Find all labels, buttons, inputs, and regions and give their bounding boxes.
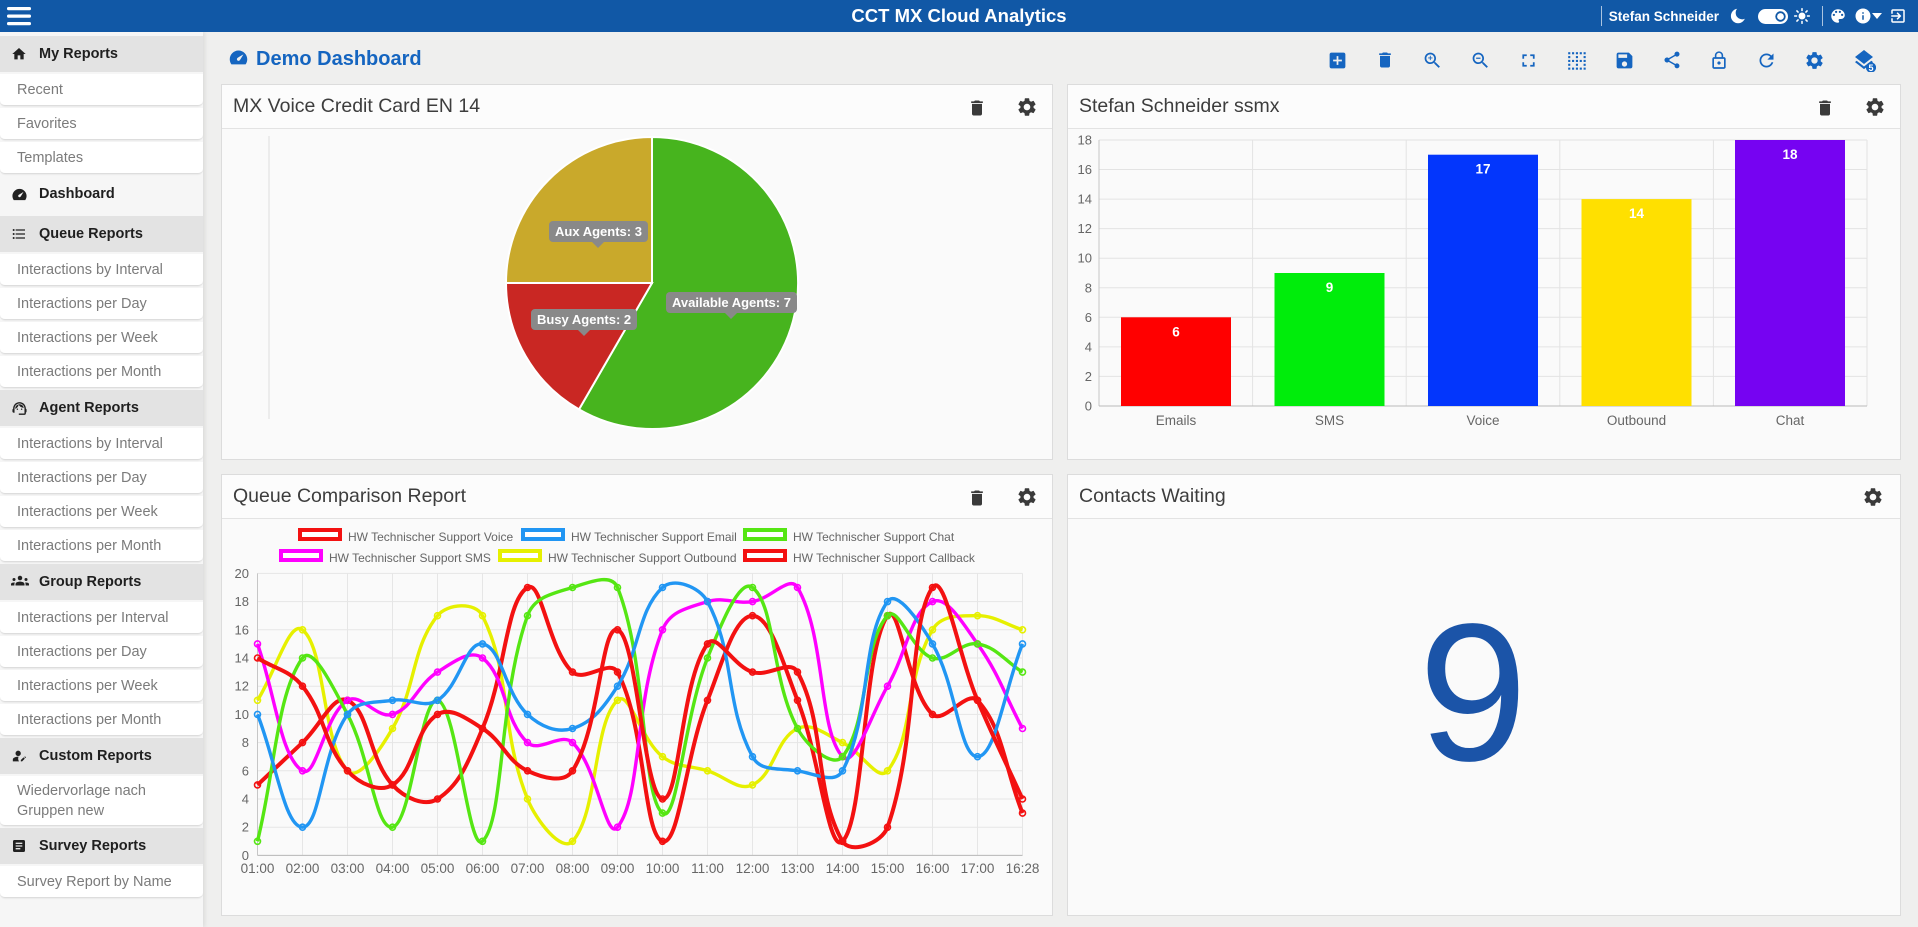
svg-text:04:00: 04:00 <box>376 861 410 876</box>
svg-text:6: 6 <box>1085 310 1092 325</box>
svg-text:08:00: 08:00 <box>556 861 590 876</box>
svg-text:14:00: 14:00 <box>826 861 860 876</box>
svg-text:8: 8 <box>1085 280 1092 295</box>
svg-text:Voice: Voice <box>1466 413 1499 428</box>
svg-text:15:00: 15:00 <box>871 861 905 876</box>
svg-text:02:00: 02:00 <box>286 861 320 876</box>
svg-text:18: 18 <box>1078 133 1092 148</box>
svg-text:14: 14 <box>235 651 249 666</box>
svg-text:12: 12 <box>1078 221 1092 236</box>
svg-text:14: 14 <box>1078 192 1092 207</box>
svg-text:18: 18 <box>235 594 249 609</box>
svg-text:17:00: 17:00 <box>961 861 995 876</box>
svg-text:14: 14 <box>1629 206 1645 221</box>
svg-text:03:00: 03:00 <box>331 861 365 876</box>
svg-text:8: 8 <box>242 735 249 750</box>
svg-text:01:00: 01:00 <box>241 861 275 876</box>
svg-text:10: 10 <box>1078 251 1092 266</box>
svg-text:11:00: 11:00 <box>691 861 724 876</box>
svg-text:12: 12 <box>235 679 249 694</box>
svg-text:6: 6 <box>1172 324 1180 339</box>
svg-text:4: 4 <box>1085 339 1092 354</box>
svg-text:0: 0 <box>1085 399 1092 414</box>
svg-text:0: 0 <box>242 848 249 863</box>
svg-text:20: 20 <box>235 566 249 581</box>
svg-text:Outbound: Outbound <box>1607 413 1666 428</box>
svg-text:18: 18 <box>1782 147 1798 162</box>
svg-text:06:00: 06:00 <box>466 861 500 876</box>
svg-text:13:00: 13:00 <box>781 861 815 876</box>
svg-text:Emails: Emails <box>1156 413 1197 428</box>
svg-text:17: 17 <box>1475 162 1490 177</box>
svg-text:10:00: 10:00 <box>646 861 680 876</box>
svg-text:12:00: 12:00 <box>736 861 770 876</box>
svg-text:2: 2 <box>1085 369 1092 384</box>
svg-text:16:00: 16:00 <box>916 861 950 876</box>
svg-text:10: 10 <box>235 707 249 722</box>
svg-text:07:00: 07:00 <box>511 861 545 876</box>
svg-text:SMS: SMS <box>1315 413 1344 428</box>
svg-text:16: 16 <box>235 622 249 637</box>
svg-text:2: 2 <box>242 820 249 835</box>
svg-text:6: 6 <box>242 763 249 778</box>
svg-text:5: 5 <box>1868 63 1873 72</box>
svg-text:16: 16 <box>1078 162 1092 177</box>
svg-text:05:00: 05:00 <box>421 861 455 876</box>
svg-text:16:28: 16:28 <box>1006 861 1040 876</box>
svg-text:4: 4 <box>242 792 249 807</box>
svg-text:09:00: 09:00 <box>601 861 635 876</box>
svg-text:Chat: Chat <box>1776 413 1805 428</box>
svg-text:9: 9 <box>1326 280 1334 295</box>
